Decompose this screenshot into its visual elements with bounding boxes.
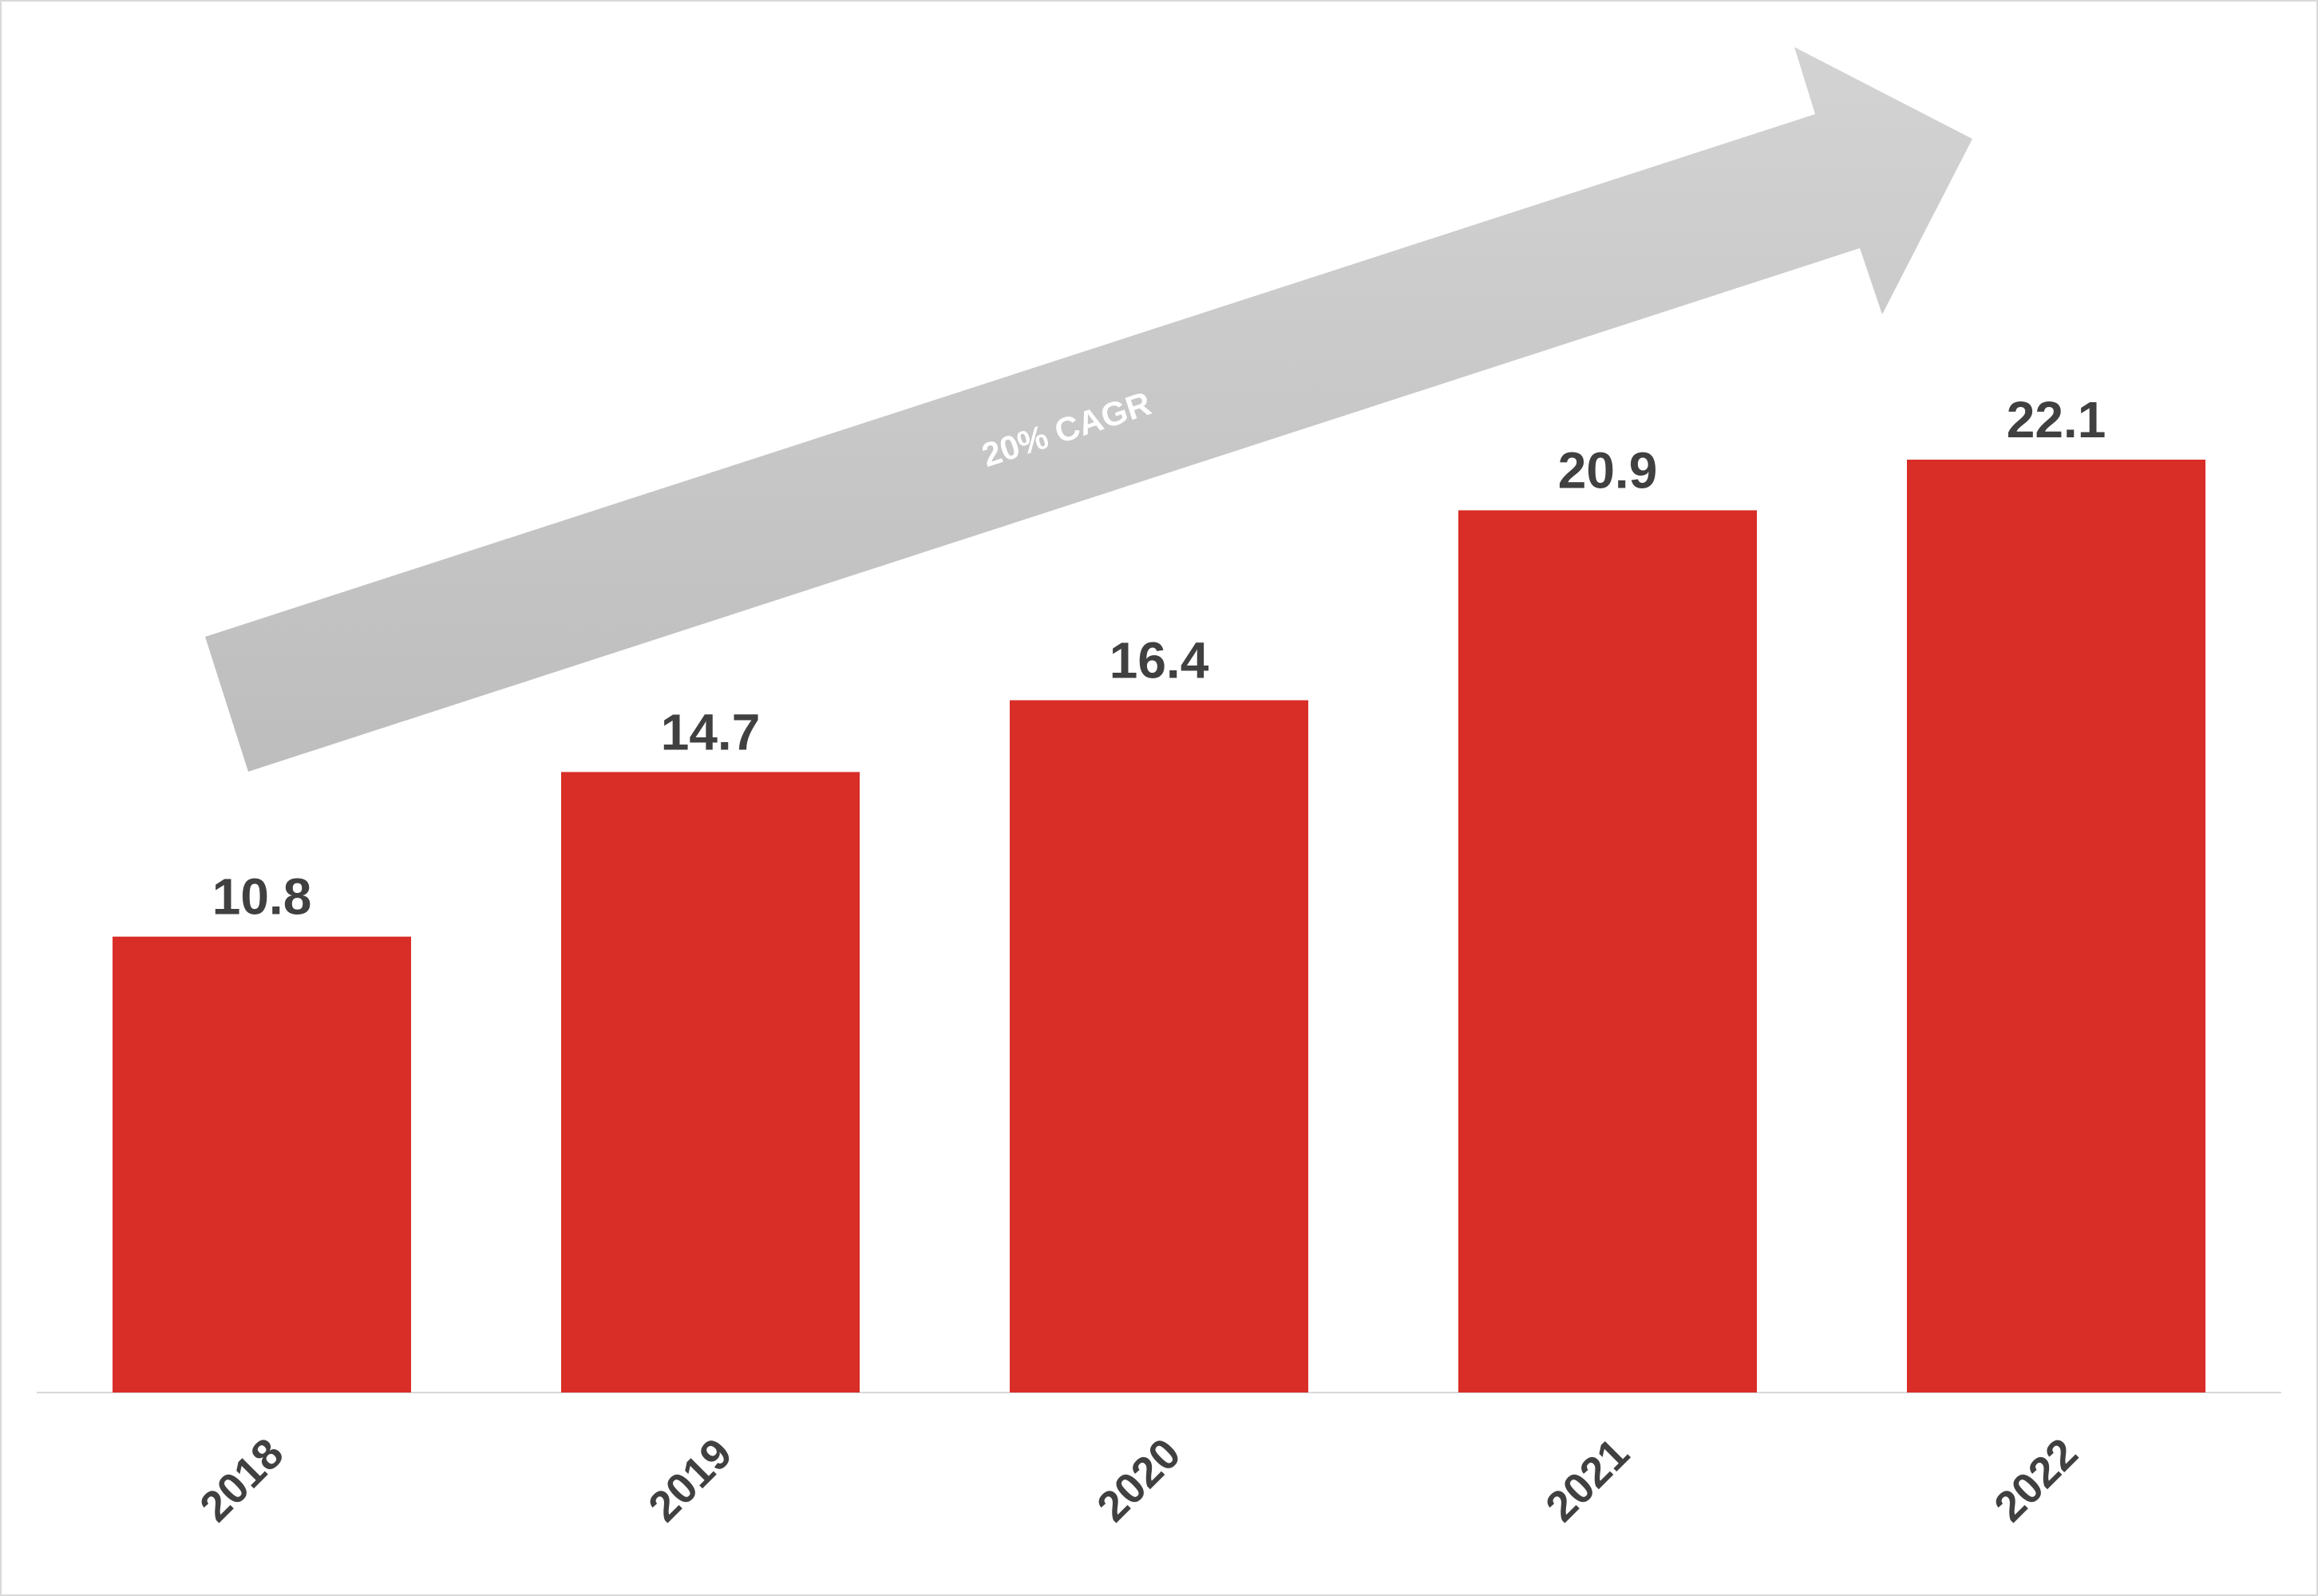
bar	[1010, 700, 1308, 1393]
value-label: 16.4	[1110, 632, 1209, 689]
value-label: 22.1	[2007, 391, 2106, 448]
cagr-arrow	[205, 47, 1972, 772]
value-label: 10.8	[212, 868, 312, 926]
bar	[113, 936, 411, 1393]
value-label: 20.9	[1558, 441, 1658, 499]
bar	[561, 772, 860, 1393]
bar	[1458, 510, 1757, 1393]
bar	[1907, 460, 2205, 1393]
value-label: 14.7	[661, 703, 761, 760]
